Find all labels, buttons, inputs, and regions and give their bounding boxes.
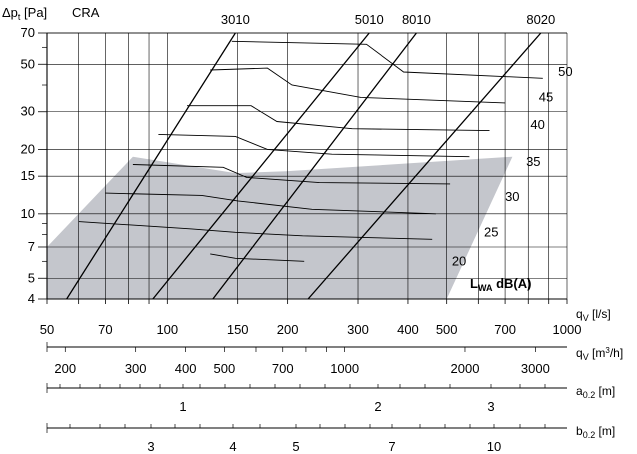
sound-level-label-50: 50 (558, 64, 572, 79)
x-tick-label-150: 150 (227, 322, 249, 337)
model-label-8010: 8010 (402, 12, 431, 27)
secondary-axis-0-label-1000: 1000 (330, 361, 359, 376)
sound-level-label-30: 30 (505, 189, 519, 204)
x-tick-label-50: 50 (40, 322, 54, 337)
model-line-8020 (307, 33, 542, 299)
y-tick-label-15: 15 (21, 168, 35, 183)
secondary-axis-2-label-3: 3 (147, 439, 154, 454)
sound-level-label-35: 35 (526, 154, 540, 169)
sound-level-contour (132, 164, 451, 185)
model-label-5010: 5010 (355, 12, 384, 27)
secondary-axis-0-label-200: 200 (54, 361, 76, 376)
sound-level-axis-label: LWA dB(A) (470, 276, 531, 293)
model-line-8010 (212, 33, 417, 299)
secondary-axis-0-label-2000: 2000 (451, 361, 480, 376)
y-tick-label-10: 10 (21, 206, 35, 221)
x-tick-label-400: 400 (397, 322, 419, 337)
x-tick-label-300: 300 (347, 322, 369, 337)
model-label-3010: 3010 (221, 12, 250, 27)
secondary-axis-0-label-700: 700 (272, 361, 294, 376)
y-tick-label-50: 50 (21, 56, 35, 71)
sound-level-contour (210, 253, 305, 262)
sound-level-contour (105, 192, 436, 215)
sound-level-contour (158, 133, 470, 158)
y-tick-label-7: 7 (28, 239, 35, 254)
secondary-axis-0-label-500: 500 (213, 361, 235, 376)
secondary-axis-2-label-7: 7 (388, 439, 395, 454)
secondary-axis-0-name: qV [m3/h] (576, 346, 623, 362)
sound-level-label-45: 45 (539, 89, 553, 104)
secondary-axis-2-label-10: 10 (487, 439, 501, 454)
secondary-axis-1-name: a0.2 [m] (576, 384, 615, 400)
sound-level-contour (210, 67, 506, 104)
sound-level-contour (78, 221, 433, 240)
secondary-axis-0-label-3000: 3000 (521, 361, 550, 376)
secondary-axis-1-label-3: 3 (487, 399, 494, 414)
model-label-8020: 8020 (526, 12, 555, 27)
x-tick-label-200: 200 (277, 322, 299, 337)
secondary-axis-1-label-1: 1 (179, 399, 186, 414)
secondary-axis-2-label-4: 4 (229, 439, 236, 454)
x-tick-label-700: 700 (494, 322, 516, 337)
y-tick-label-20: 20 (21, 141, 35, 156)
secondary-axis-0-label-300: 300 (125, 361, 147, 376)
y-axis-label: Δpt [Pa] (2, 5, 47, 22)
secondary-axis-2-name: b0.2 [m] (576, 424, 615, 440)
sound-level-label-25: 25 (484, 224, 498, 239)
x-tick-label-70: 70 (98, 322, 112, 337)
sound-level-contour (187, 105, 490, 132)
secondary-axis-1-label-2: 2 (374, 399, 381, 414)
sound-level-label-20: 20 (452, 253, 466, 268)
chart-title: CRA (72, 5, 100, 20)
y-tick-label-70: 70 (21, 25, 35, 40)
x-axis-label: qV [l/s] (576, 307, 611, 323)
y-tick-label-5: 5 (28, 270, 35, 285)
shaded-operating-region (47, 156, 513, 299)
y-tick-label-4: 4 (28, 291, 35, 306)
model-line-3010 (66, 33, 236, 299)
secondary-axis-0-label-400: 400 (175, 361, 197, 376)
secondary-axis-2-label-5: 5 (292, 439, 299, 454)
model-line-5010 (152, 33, 370, 299)
sound-level-contour (231, 40, 543, 79)
x-tick-label-500: 500 (436, 322, 458, 337)
y-tick-label-30: 30 (21, 104, 35, 119)
sound-level-label-40: 40 (530, 117, 544, 132)
x-tick-label-1000: 1000 (553, 322, 582, 337)
x-tick-label-100: 100 (156, 322, 178, 337)
